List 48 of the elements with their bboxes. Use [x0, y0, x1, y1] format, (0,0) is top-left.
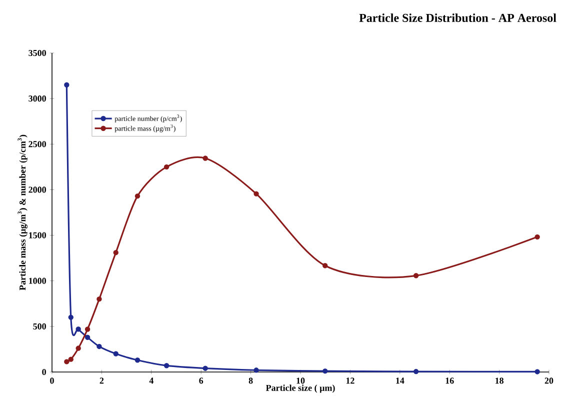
point: [534, 369, 540, 374]
y-tick-label: 0: [42, 368, 46, 376]
point: [76, 346, 81, 351]
x-tick-label: 0: [50, 378, 54, 384]
x-tick-label: 16: [446, 378, 454, 384]
x-tick-label: 8: [248, 378, 253, 384]
point: [164, 363, 170, 368]
x-tick-label: 20: [544, 378, 554, 384]
x-axis-title: Particle size ( µm): [266, 384, 335, 393]
y-tick-label: 1500: [29, 232, 46, 238]
point: [134, 193, 140, 199]
x-tick-label: 18: [496, 378, 504, 384]
x-tick-label: 14: [396, 378, 404, 384]
x-tick-label: 10: [296, 378, 305, 384]
point: [113, 250, 118, 256]
y-tick-label: 3000: [28, 96, 46, 102]
point: [254, 191, 259, 196]
point: [84, 326, 90, 332]
y-tick-label: 3500: [28, 50, 46, 56]
point: [254, 368, 259, 373]
point: [164, 164, 170, 170]
point: [134, 358, 140, 363]
point: [202, 366, 208, 371]
point: [534, 234, 540, 240]
y-tick-label: 2500: [28, 141, 46, 148]
y-tick-label: 500: [33, 323, 46, 330]
point: [96, 344, 102, 350]
point: [322, 368, 328, 374]
chart-title: Particle Size Distribution - AP Aerosol: [359, 14, 556, 22]
y-axis-title: Particle mass (µg/m$^{3}$) & number (p/cm$^{3}$): [18, 134, 28, 290]
x-tick-label: 2: [100, 378, 104, 384]
x-tick-label: 12: [346, 378, 354, 384]
point: [68, 314, 74, 320]
point: [76, 326, 81, 332]
y-tick-label: 2000: [28, 186, 46, 193]
point: [413, 273, 419, 278]
point: [322, 263, 328, 268]
point: [64, 82, 70, 88]
point: [64, 359, 70, 364]
point: [96, 296, 102, 302]
point: [113, 351, 118, 356]
point: [202, 156, 208, 161]
x-tick-label: 4: [149, 378, 154, 384]
point: [68, 356, 74, 362]
point: [84, 334, 90, 340]
y-tick-label: 1000: [29, 278, 46, 284]
x-tick-label: 6: [199, 378, 204, 384]
point: [413, 368, 419, 374]
